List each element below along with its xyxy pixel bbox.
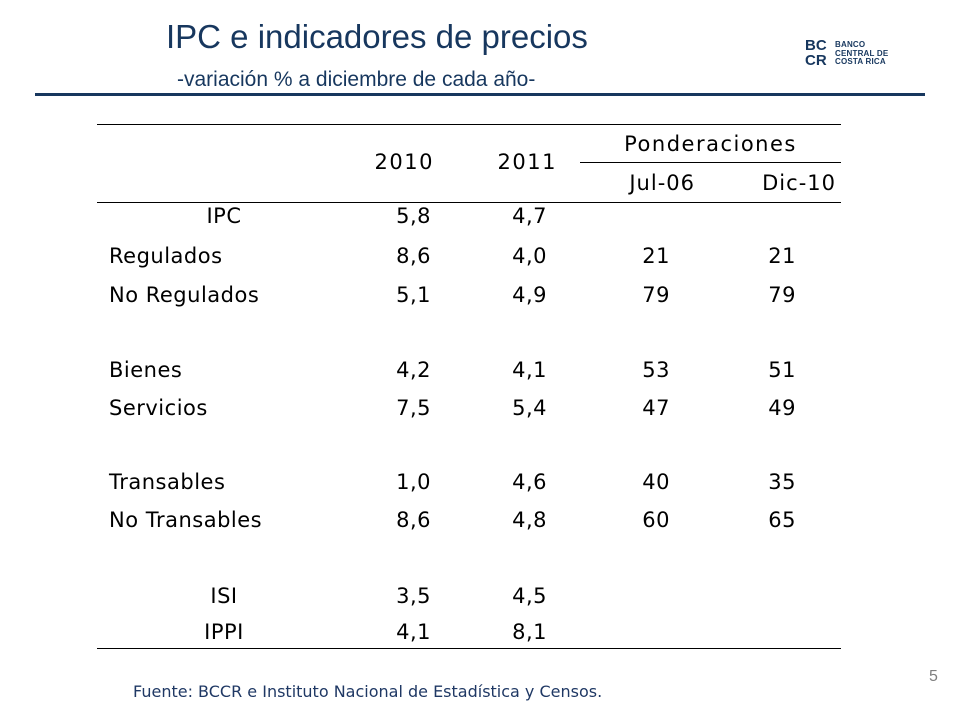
row-label: IPPI [204,620,244,644]
weight-jul-06: 79 [642,283,670,307]
table-header-rule [97,202,841,203]
header-ponderaciones: Ponderaciones [624,132,797,156]
value-2010: 1,0 [396,470,431,494]
header-2011: 2011 [497,150,557,174]
logo-line-2: CENTRAL DE [835,48,889,58]
table-row: IPC 5,8 4,7 [0,204,960,228]
row-label: Servicios [109,396,208,420]
bccr-logo: BC CR BANCO CENTRAL DE COSTA RICA [805,36,905,72]
value-2011: 4,5 [512,584,547,608]
row-label: Transables [109,470,226,494]
logo-line-3: COSTA RICA [835,57,886,66]
ponderaciones-rule [580,162,841,163]
row-label: ISI [210,584,238,608]
value-2010: 4,2 [396,358,431,382]
value-2011: 4,9 [512,283,547,307]
value-2011: 5,4 [512,396,547,420]
value-2011: 8,1 [512,620,547,644]
table-row: IPPI 4,1 8,1 [0,620,960,644]
weight-jul-06: 60 [642,508,670,532]
source-note: Fuente: BCCR e Instituto Nacional de Est… [133,682,603,701]
slide-title: IPC e indicadores de precios [166,18,588,55]
table-top-rule [97,124,841,125]
value-2011: 4,6 [512,470,547,494]
weight-jul-06: 21 [642,244,670,268]
row-label: Bienes [109,358,183,382]
value-2010: 8,6 [396,244,431,268]
title-underline [35,93,925,96]
weight-dic-10: 35 [768,470,796,494]
table-row: ISI 3,5 4,5 [0,584,960,608]
weight-jul-06: 47 [642,396,670,420]
weight-dic-10: 49 [768,396,796,420]
table-row: No Transables 8,6 4,8 60 65 [0,508,960,532]
weight-dic-10: 51 [768,358,796,382]
weight-jul-06: 40 [642,470,670,494]
header-dic-10: Dic-10 [762,171,836,195]
table-row: No Regulados 5,1 4,9 79 79 [0,283,960,307]
row-label: No Transables [109,508,263,532]
slide-subtitle: -variación % a diciembre de cada año- [177,68,536,91]
row-label: IPC [206,204,242,228]
weight-dic-10: 65 [768,508,796,532]
value-2010: 3,5 [396,584,431,608]
weight-dic-10: 21 [768,244,796,268]
weight-jul-06: 53 [642,358,670,382]
bccr-logo-mark: BC CR [805,37,827,68]
value-2010: 7,5 [396,396,431,420]
value-2011: 4,7 [512,204,547,228]
value-2010: 8,6 [396,508,431,532]
value-2011: 4,1 [512,358,547,382]
value-2011: 4,0 [512,244,547,268]
row-label: No Regulados [109,283,260,307]
table-row: Regulados 8,6 4,0 21 21 [0,244,960,268]
weight-dic-10: 79 [768,283,796,307]
table-row: Transables 1,0 4,6 40 35 [0,470,960,494]
table-bottom-rule [97,648,841,649]
svg-text:CR: CR [805,52,827,68]
value-2010: 5,8 [396,204,431,228]
header-2010: 2010 [374,150,434,174]
page-number: 5 [929,668,938,685]
value-2010: 4,1 [396,620,431,644]
table-row: Bienes 4,2 4,1 53 51 [0,358,960,382]
value-2010: 5,1 [396,283,431,307]
value-2011: 4,8 [512,508,547,532]
row-label: Regulados [109,244,223,268]
header-jul-06: Jul-06 [629,171,695,195]
logo-line-1: BANCO [835,40,866,49]
svg-text:BC: BC [805,37,827,54]
bccr-logo-text: BANCO CENTRAL DE COSTA RICA [835,40,889,67]
table-row: Servicios 7,5 5,4 47 49 [0,396,960,420]
